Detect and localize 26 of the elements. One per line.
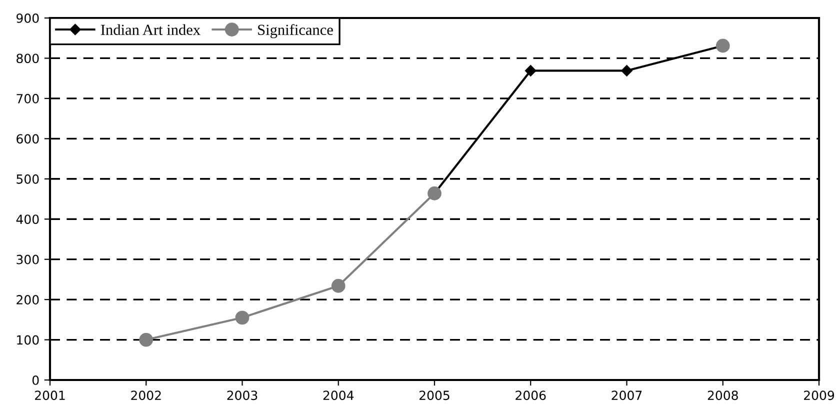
x-tick-label: 2001 [35,390,65,400]
point [139,332,154,347]
y-tick-label: 600 [16,134,39,144]
x-tick-label: 2003 [227,390,258,400]
x-tick-label: 2006 [516,390,546,400]
point [525,65,536,76]
legend-label: Significance [258,24,333,38]
x-tick-label: 2009 [804,390,834,400]
y-tick-label: 900 [16,13,39,23]
point [621,65,632,76]
x-tick-label: 2004 [323,390,354,400]
y-tick-label: 300 [16,254,39,264]
legend-label: Indian Art index [100,24,200,36]
x-tick-label: 2007 [612,390,642,400]
y-tick-label: 0 [32,375,39,385]
x-tick-label: 2008 [708,390,738,400]
point [235,310,250,325]
y-tick-label: 800 [16,54,39,64]
y-tick-label: 500 [16,174,39,184]
y-tick-label: 200 [16,295,39,304]
x-tick-label: 2002 [131,390,161,400]
y-tick-label: 400 [16,214,39,224]
y-tick-label: 700 [16,94,39,104]
x-tick-label: 2005 [420,390,450,400]
point [331,278,346,293]
y-tick-label: 100 [17,335,39,345]
